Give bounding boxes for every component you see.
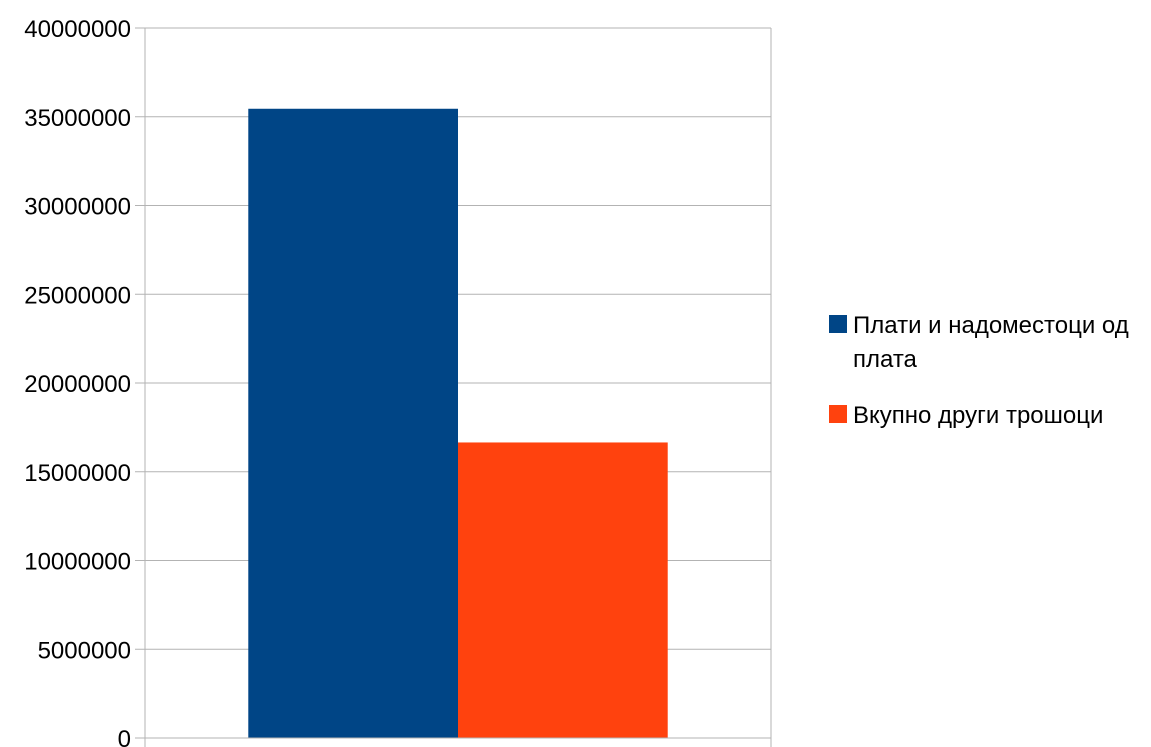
y-tick-label: 20000000: [24, 371, 131, 398]
y-tick-label: 15000000: [24, 460, 131, 487]
y-tick-label: 30000000: [24, 194, 131, 221]
legend-label: плата: [853, 346, 918, 373]
y-tick-label: 0: [118, 726, 131, 747]
y-tick-label: 25000000: [24, 282, 131, 309]
y-axis-ticks: 0 5000000 10000000 15000000 20000000 25000000…: [24, 16, 145, 747]
legend: Плати и надоместоци од плата Вкупно други …: [829, 312, 1129, 429]
legend-label: Плати и надоместоци од: [853, 312, 1129, 339]
y-tick-label: 40000000: [24, 16, 131, 43]
plot-frame: [144, 28, 772, 747]
legend-swatch: [829, 315, 847, 333]
y-tick-label: 10000000: [24, 549, 131, 576]
bars: [248, 108, 668, 738]
legend-label: Вкупно други трошоци: [853, 402, 1103, 429]
y-tick-label: 35000000: [24, 105, 131, 132]
bar: [458, 442, 668, 738]
legend-swatch: [829, 405, 847, 423]
y-tick-label: 5000000: [38, 637, 131, 664]
bar: [248, 108, 458, 738]
